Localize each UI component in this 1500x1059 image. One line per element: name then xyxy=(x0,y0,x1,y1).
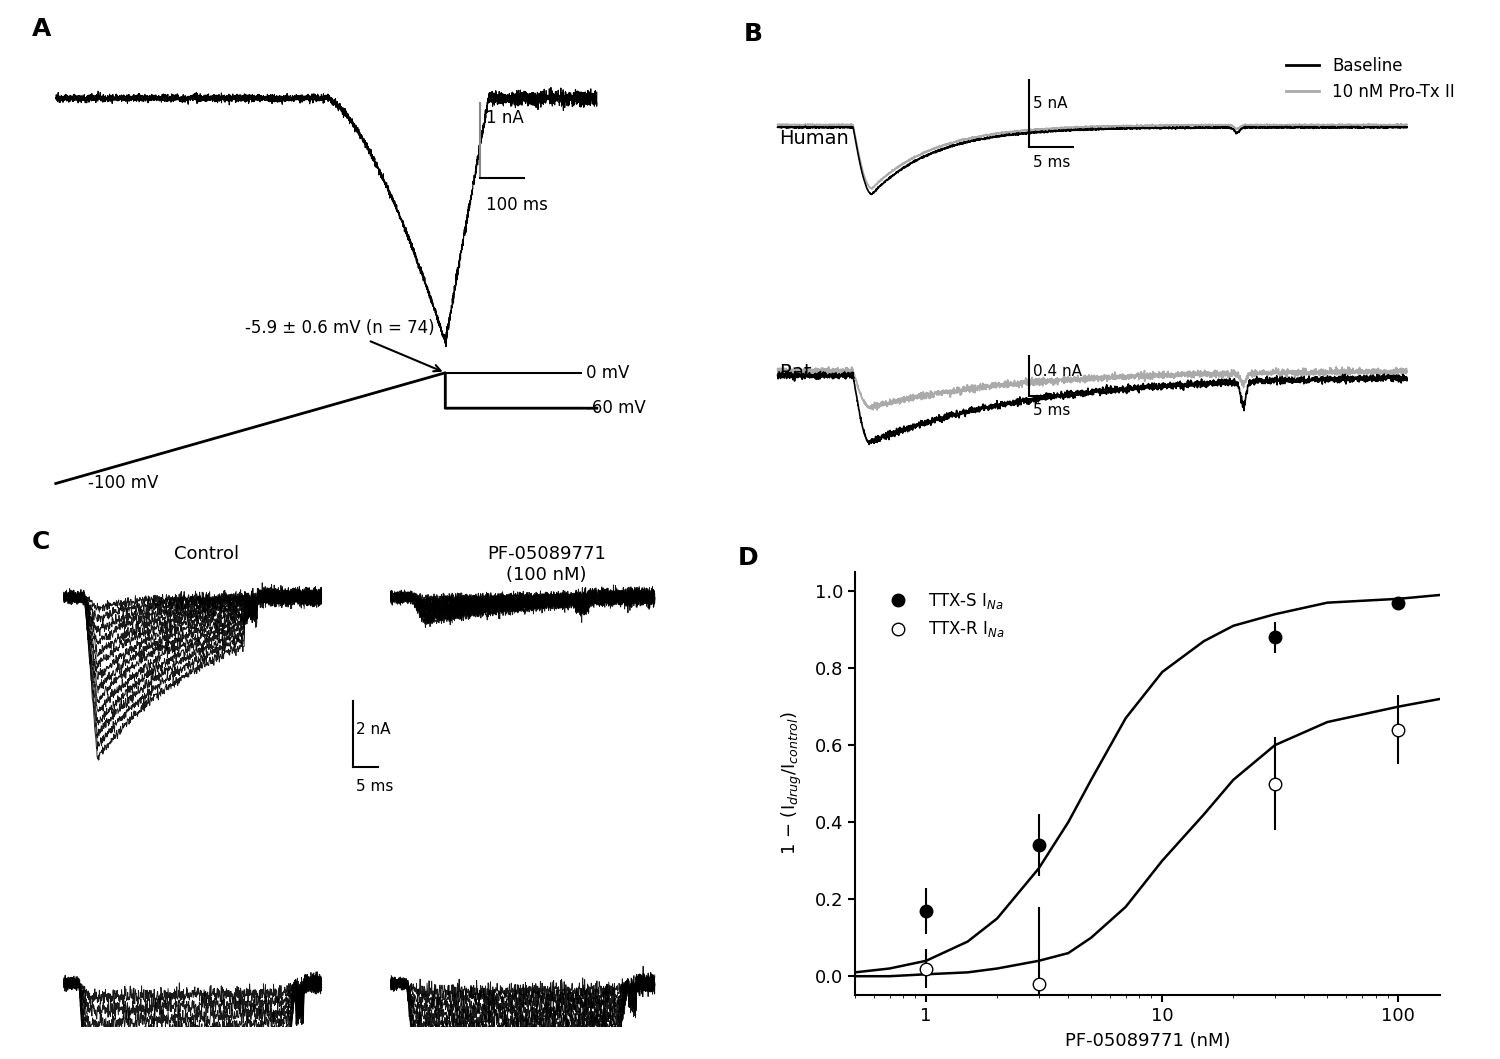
X-axis label: PF-05089771 (nM): PF-05089771 (nM) xyxy=(1065,1033,1230,1051)
Text: -5.9 ± 0.6 mV (n = 74): -5.9 ± 0.6 mV (n = 74) xyxy=(244,320,441,372)
Y-axis label: 1 − (I$_{drug}$/I$_{control}$): 1 − (I$_{drug}$/I$_{control}$) xyxy=(780,712,804,856)
Text: 5 ms: 5 ms xyxy=(1032,402,1070,418)
Text: B: B xyxy=(744,22,764,46)
Text: 100 ms: 100 ms xyxy=(486,196,548,214)
Text: Human: Human xyxy=(778,129,849,148)
Text: 5 ms: 5 ms xyxy=(356,779,393,794)
Text: 1 nA: 1 nA xyxy=(486,109,524,127)
Legend: Baseline, 10 nM Pro-Tx II: Baseline, 10 nM Pro-Tx II xyxy=(1280,50,1461,108)
Text: Control: Control xyxy=(174,545,240,563)
Text: 2 nA: 2 nA xyxy=(356,722,390,737)
Text: C: C xyxy=(32,531,50,554)
Text: Rat: Rat xyxy=(778,363,812,382)
Text: 5 nA: 5 nA xyxy=(1032,96,1066,111)
Text: 0 mV: 0 mV xyxy=(586,364,630,381)
Text: A: A xyxy=(32,17,51,41)
Text: 5 ms: 5 ms xyxy=(1032,155,1070,169)
Text: D: D xyxy=(738,546,759,571)
Text: 0.4 nA: 0.4 nA xyxy=(1032,364,1082,379)
Text: -60 mV: -60 mV xyxy=(586,399,645,417)
Text: -100 mV: -100 mV xyxy=(88,474,159,492)
Legend: TTX-S I$_{Na}$, TTX-R I$_{Na}$: TTX-S I$_{Na}$, TTX-R I$_{Na}$ xyxy=(874,585,1011,646)
Text: PF-05089771
(100 nM): PF-05089771 (100 nM) xyxy=(488,545,606,584)
